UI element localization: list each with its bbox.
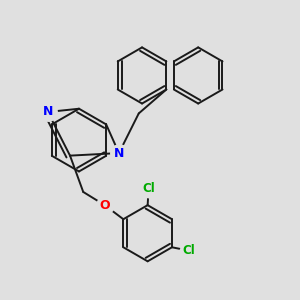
Text: N: N	[43, 106, 53, 118]
Text: N: N	[114, 147, 124, 160]
Text: O: O	[99, 199, 110, 212]
Text: Cl: Cl	[142, 182, 155, 195]
Text: Cl: Cl	[182, 244, 195, 257]
